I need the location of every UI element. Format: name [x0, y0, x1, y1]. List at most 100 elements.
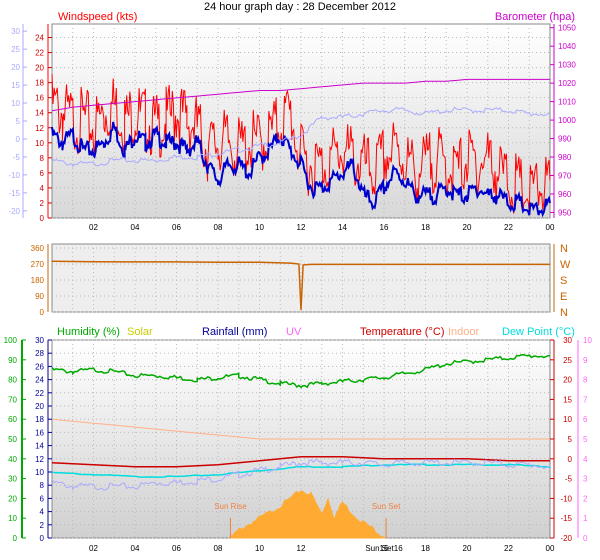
series-dewpoint [51, 463, 551, 478]
tick-label-temperature: 15 [563, 395, 572, 404]
tick-label-humidity: 0 [13, 534, 18, 543]
tick-label-hpa: 980 [558, 153, 572, 162]
tick-label-degrees: 0 [40, 308, 45, 317]
tick-label-outer: -15 [8, 189, 20, 198]
tick-label-humidity: 80 [8, 376, 17, 385]
tick-label-hpa: 1010 [558, 98, 576, 107]
tick-label-kts: 8 [40, 154, 45, 163]
x-tick-label: 16 [380, 544, 389, 553]
tick-label-uv: 8 [583, 376, 588, 385]
x-tick-label: 02 [89, 544, 98, 553]
tick-label-outer: 5 [16, 117, 21, 126]
x-tick-label: 06 [172, 544, 181, 553]
tick-label-kts: 14 [35, 109, 44, 118]
x-tick-label: 12 [297, 544, 306, 553]
tick-label-temperature: 0 [568, 455, 573, 464]
humidity-temperature-chart: 1009080706050403020100302826242220181614… [4, 326, 593, 553]
tick-label-hpa: 1000 [558, 116, 576, 125]
tick-label-rainfall: 20 [35, 402, 44, 411]
tick-label-outer: -5 [13, 153, 21, 162]
wind-barometer-chart: 302520151050-5-10-15-2024222018161412108… [8, 11, 576, 232]
tick-label-outer: 25 [11, 45, 20, 54]
axis-label-windspeed: Windspeed (kts) [58, 11, 137, 23]
tick-label-rainfall: 0 [40, 534, 45, 543]
tick-label-kts: 20 [35, 64, 44, 73]
tick-label-humidity: 20 [8, 494, 17, 503]
x-tick-label: 04 [131, 544, 140, 553]
tick-label-humidity: 90 [8, 356, 17, 365]
tick-label-degrees: 90 [35, 292, 44, 301]
tick-label-uv: 10 [583, 336, 592, 345]
tick-label-rainfall: 18 [35, 415, 44, 424]
tick-label-hpa: 970 [558, 172, 572, 181]
tick-label-humidity: 50 [8, 435, 17, 444]
legend-label: UV [286, 326, 302, 338]
tick-label-compass: S [560, 275, 567, 287]
tick-label-humidity: 10 [8, 514, 17, 523]
tick-label-degrees: 270 [31, 260, 45, 269]
tick-label-rainfall: 12 [35, 455, 44, 464]
x-tick-label: 18 [421, 544, 430, 553]
x-tick-label: 02 [89, 223, 98, 232]
series-humidity [51, 354, 551, 389]
x-tick-label: 12 [297, 223, 306, 232]
tick-label-rainfall: 24 [35, 376, 44, 385]
series-solar [229, 489, 387, 539]
x-tick-label: 20 [463, 223, 472, 232]
x-tick-label: 20 [463, 544, 472, 553]
x-tick-label: 00 [546, 544, 555, 553]
x-tick-label: 14 [338, 223, 347, 232]
x-tick-label: 08 [214, 223, 223, 232]
tick-label-temperature: -5 [565, 475, 573, 484]
tick-label-hpa: 1020 [558, 79, 576, 88]
tick-label-outer: -20 [8, 207, 20, 216]
tick-label-outer: 0 [16, 135, 21, 144]
tick-label-uv: 2 [583, 494, 588, 503]
tick-label-compass: W [560, 259, 571, 271]
tick-label-rainfall: 22 [35, 389, 44, 398]
tick-label-rainfall: 30 [35, 336, 44, 345]
tick-label-hpa: 1030 [558, 61, 576, 70]
tick-label-temperature: -10 [560, 494, 572, 503]
tick-label-temperature: 30 [563, 336, 572, 345]
tick-label-hpa: 950 [558, 208, 572, 217]
series-windspeed [51, 73, 551, 214]
tick-label-outer: 15 [11, 81, 20, 90]
tick-label-rainfall: 8 [40, 481, 45, 490]
series-direction [51, 260, 550, 311]
tick-label-kts: 2 [40, 199, 45, 208]
tick-label-outer: 20 [11, 63, 20, 72]
sun-marker-label: Sun Rise [214, 502, 247, 511]
tick-label-temperature: 25 [563, 356, 572, 365]
tick-label-compass: N [560, 243, 568, 255]
tick-label-temperature: -15 [560, 514, 572, 523]
x-tick-label: 10 [255, 223, 264, 232]
tick-label-uv: 0 [583, 534, 588, 543]
x-tick-label: 08 [214, 544, 223, 553]
tick-label-humidity: 60 [8, 415, 17, 424]
tick-label-rainfall: 16 [35, 428, 44, 437]
series-windchill [51, 458, 551, 492]
tick-label-rainfall: 2 [40, 521, 45, 530]
tick-label-rainfall: 26 [35, 362, 44, 371]
tick-label-rainfall: 10 [35, 468, 44, 477]
x-tick-label: 06 [172, 223, 181, 232]
tick-label-humidity: 100 [4, 336, 18, 345]
tick-label-degrees: 360 [31, 244, 45, 253]
legend-label: Humidity (%) [57, 326, 120, 338]
tick-label-hpa: 1050 [558, 24, 576, 33]
tick-label-humidity: 70 [8, 395, 17, 404]
tick-label-kts: 10 [35, 139, 44, 148]
tick-label-kts: 22 [35, 49, 44, 58]
series-indoor [51, 418, 550, 440]
tick-label-uv: 6 [583, 415, 588, 424]
tick-label-kts: 24 [35, 34, 44, 43]
tick-label-temperature: -20 [560, 534, 572, 543]
legend-label: Temperature (°C) [360, 326, 444, 338]
tick-label-temperature: 5 [568, 435, 573, 444]
tick-label-kts: 0 [40, 214, 45, 223]
tick-label-outer: 10 [11, 99, 20, 108]
